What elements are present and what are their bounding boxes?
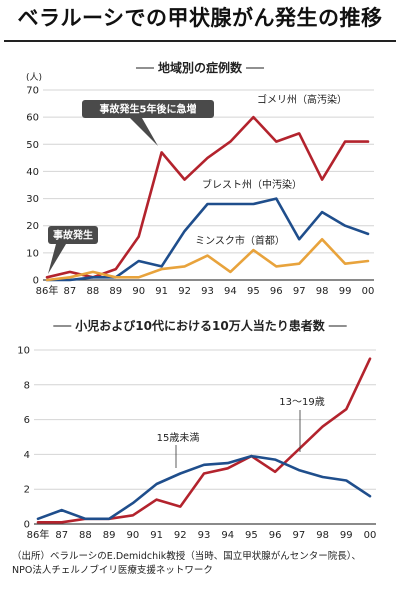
y-axis-unit: (人) [26,72,42,83]
source-line-1: （出所）ベラルーシのE.Demidchik教授（当時、国立甲状腺がんセンター院長… [12,551,362,562]
x-tick-label: 91 [150,530,163,541]
x-tick-label: 88 [86,286,99,297]
series-line [45,197,370,282]
x-tick-label: 94 [224,286,237,297]
y-tick-label: 10 [17,346,30,357]
callout-text: 事故発生 [53,229,93,242]
x-tick-label: 88 [79,530,92,541]
title-rule [4,40,396,42]
x-tick-label: 90 [132,286,145,297]
y-tick-label: 6 [24,415,30,426]
x-tick-label: 92 [178,286,191,297]
y-tick-label: 4 [24,450,30,461]
y-tick-label: 20 [26,221,39,232]
y-tick-label: 10 [26,248,39,259]
y-tick-label: 0 [33,276,39,287]
x-tick-label: 94 [221,530,234,541]
callout-pointer [48,244,66,274]
x-tick-label: 99 [339,286,352,297]
x-tick-label: 98 [316,530,329,541]
x-tick-label: 86年 [27,528,50,541]
x-tick-label: 89 [103,530,116,541]
y-tick-label: 40 [26,167,39,178]
y-tick-label: 30 [26,194,39,205]
x-tick-label: 96 [269,530,282,541]
y-tick-label: 70 [26,86,39,97]
series-label: ゴメリ州（高汚染） [257,93,347,106]
chart-per-100k: 小児および10代における10万人当たり患者数 0 2 4 6 8 10 86年 87 88 89 90… [17,318,377,541]
y-tick-label: 0 [24,520,30,531]
x-tick-label: 00 [362,286,375,297]
series-line [45,238,370,282]
source-note: （出所）ベラルーシのE.Demidchik教授（当時、国立甲状腺がんセンター院長… [12,550,397,578]
x-tick-label: 97 [293,286,306,297]
x-tick-label: 99 [340,530,353,541]
x-tick-label: 92 [174,530,187,541]
callout-text: 事故発生5年後に急増 [100,103,197,116]
callout-pointer [130,118,158,146]
x-tick-label: 97 [292,530,305,541]
chart-subtitle: 地域別の症例数 [158,60,243,75]
x-tick-label: 93 [198,530,211,541]
x-tick-label: 90 [126,530,139,541]
x-tick-label: 00 [364,530,377,541]
chart-subtitle: 小児および10代における10万人当たり患者数 [75,318,325,333]
series-label: 13〜19歳 [279,396,324,408]
y-tick-label: 8 [24,380,30,391]
source-line-2: NPO法人チェルノブイリ医療支援ネットワーク [12,565,213,576]
y-tick-label: 60 [26,113,39,124]
x-tick-label: 98 [316,286,329,297]
x-tick-label: 95 [245,530,258,541]
series-label: ブレスト州（中汚染） [202,178,302,191]
series-line [36,357,372,524]
y-tick-label: 2 [24,485,30,496]
x-tick-label: 87 [55,530,68,541]
x-tick-label: 96 [270,286,283,297]
x-tick-label: 91 [155,286,168,297]
x-tick-label: 87 [64,286,77,297]
series-label: 15歳未満 [157,432,200,444]
callout-box [82,100,214,118]
callout-box [48,226,98,244]
x-tick-label: 89 [109,286,122,297]
x-tick-label: 93 [201,286,214,297]
series-label: ミンスク市（首都） [195,234,285,247]
chart-regional-cases: 地域別の症例数 (人) 0 10 20 30 40 50 60 70 86年 87 88 89 90 91 92… [26,60,375,297]
series-line [36,454,372,521]
y-tick-label: 50 [26,140,39,151]
x-tick-label: 95 [247,286,260,297]
x-tick-label: 86年 [36,284,59,297]
page-title: ベラルーシでの甲状腺がん発生の推移 [17,5,383,30]
